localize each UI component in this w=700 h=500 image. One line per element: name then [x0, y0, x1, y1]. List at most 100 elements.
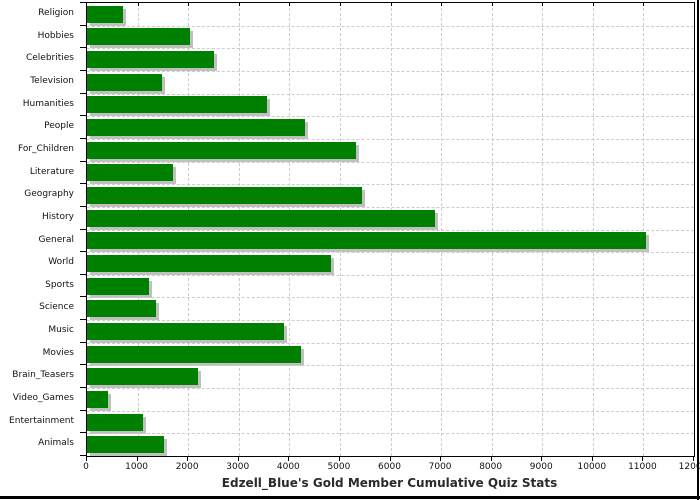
- x-axis-tick-label: 6000: [378, 462, 401, 472]
- category-label: Animals: [38, 438, 74, 449]
- category-label: Literature: [29, 166, 74, 177]
- x-axis-tick: [440, 456, 442, 461]
- x-axis-tick-label: 0: [83, 462, 89, 472]
- chart-title: Edzell_Blue's Gold Member Cumulative Qui…: [221, 476, 558, 490]
- gridline-horizontal: [87, 161, 694, 163]
- y-axis-tick: [80, 228, 86, 230]
- window-bottom-border: [0, 496, 700, 499]
- bar-people: [87, 119, 305, 137]
- category-label: Hobbies: [37, 30, 74, 41]
- bar-science: [87, 300, 156, 318]
- category-label: Entertainment: [9, 415, 74, 426]
- x-axis-tick-label: 1000: [125, 462, 149, 472]
- y-axis-tick: [80, 319, 86, 321]
- bar-for_children: [87, 141, 357, 159]
- bar-geography: [87, 187, 362, 205]
- x-axis-tick: [490, 456, 492, 461]
- x-axis-top-tick: [491, 3, 493, 6]
- category-label: History: [41, 211, 74, 222]
- category-label: Sports: [45, 279, 74, 290]
- y-axis-tick: [80, 273, 86, 275]
- gridline-horizontal: [87, 365, 694, 367]
- bar-animals: [87, 436, 165, 454]
- x-axis-top-tick: [238, 3, 240, 6]
- y-axis-tick: [80, 137, 86, 139]
- y-axis-tick: [80, 24, 86, 26]
- x-axis-top-tick: [643, 3, 645, 6]
- window-right-border: [697, 0, 699, 500]
- category-label: People: [44, 121, 74, 132]
- gridline-horizontal: [87, 274, 694, 276]
- x-axis-top-tick: [289, 3, 291, 6]
- category-label: Television: [30, 75, 74, 86]
- x-axis-tick: [642, 456, 644, 461]
- bar-literature: [87, 164, 173, 182]
- x-axis-tick: [288, 456, 290, 461]
- y-axis-labels: Religion Hobbies Celebrities Television Huma…: [0, 2, 80, 455]
- bar-hobbies: [87, 28, 190, 46]
- gridline-horizontal: [87, 342, 694, 344]
- bar-general: [87, 232, 646, 250]
- bar-entertainment: [87, 413, 143, 431]
- x-axis-tick-label: 7000: [428, 462, 452, 472]
- x-axis-tick: [693, 456, 694, 461]
- y-axis-tick: [80, 69, 86, 71]
- y-axis-tick: [80, 341, 86, 343]
- x-axis-tick-label: 9000: [529, 462, 553, 472]
- category-label: General: [38, 234, 74, 245]
- y-axis-tick: [80, 455, 86, 456]
- category-label: Music: [48, 325, 74, 336]
- bar-humanities: [87, 96, 267, 114]
- x-axis-top-tick: [137, 3, 139, 6]
- x-axis-tick: [136, 456, 138, 461]
- bar-celebrities: [87, 51, 215, 69]
- y-axis-tick: [80, 387, 86, 389]
- bar-world: [87, 254, 331, 272]
- y-axis-tick: [80, 251, 86, 253]
- x-axis-top-tick: [592, 3, 594, 6]
- bar-religion: [87, 5, 124, 23]
- gridline-horizontal: [87, 116, 694, 118]
- gridline-horizontal: [87, 229, 694, 231]
- gridline-horizontal: [87, 70, 694, 72]
- gridline-horizontal: [87, 206, 694, 208]
- x-axis-tick-label: 10000: [577, 462, 607, 472]
- gridline-horizontal: [87, 48, 694, 50]
- category-label: Geography: [24, 189, 74, 200]
- gridline-horizontal: [87, 138, 694, 140]
- y-axis-tick: [80, 115, 86, 117]
- plot-area: [86, 2, 695, 457]
- x-axis-tick: [187, 456, 189, 461]
- y-axis-tick: [80, 92, 86, 94]
- bar-brain_teasers: [87, 368, 198, 386]
- y-axis-tick: [80, 409, 86, 411]
- y-axis-tick: [80, 296, 86, 298]
- category-label: Religion: [38, 8, 74, 18]
- bar-video_games: [87, 390, 109, 408]
- category-label: Science: [39, 302, 74, 313]
- x-axis-tick: [591, 456, 593, 461]
- gridline-horizontal: [87, 93, 694, 95]
- x-axis-tick-label: 5000: [327, 462, 351, 472]
- bar-sports: [87, 277, 150, 295]
- x-axis-top-tick: [390, 3, 392, 6]
- gridline-horizontal: [87, 433, 694, 435]
- y-axis-tick: [80, 432, 86, 434]
- x-axis-top-tick: [441, 3, 443, 6]
- bar-music: [87, 322, 284, 340]
- category-label: World: [48, 257, 74, 268]
- x-axis-top-tick: [542, 3, 544, 6]
- category-label: Movies: [42, 347, 74, 358]
- x-axis-tick: [338, 456, 340, 461]
- category-label: Humanities: [22, 98, 74, 109]
- y-axis-tick: [80, 364, 86, 366]
- gridline-horizontal: [87, 410, 694, 412]
- y-axis-tick: [80, 205, 86, 207]
- x-axis-tick: [237, 456, 239, 461]
- category-label: Celebrities: [25, 53, 74, 64]
- gridline-horizontal: [87, 320, 694, 322]
- gridline-horizontal: [87, 297, 694, 299]
- gridline-horizontal: [87, 252, 694, 254]
- y-axis-tick: [80, 2, 86, 3]
